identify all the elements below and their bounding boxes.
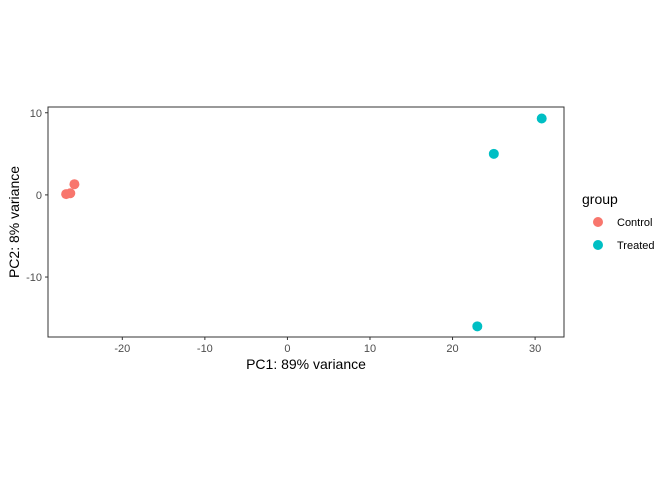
legend-item-treated: Treated — [593, 240, 655, 252]
legend-key-control — [593, 217, 603, 227]
legend: group Control Treated — [582, 191, 655, 252]
legend-title: group — [582, 191, 618, 207]
y-tick-label: 0 — [36, 190, 42, 202]
data-point-treated — [536, 113, 547, 124]
legend-key-treated — [593, 240, 603, 250]
data-point-treated — [488, 148, 499, 159]
x-axis-ticks: -20 -10 0 10 20 30 — [114, 337, 541, 355]
data-points — [61, 113, 547, 332]
x-tick-label: 0 — [284, 343, 290, 355]
x-tick-label: -20 — [114, 343, 130, 355]
x-tick-label: -10 — [197, 343, 213, 355]
legend-label: Control — [617, 217, 652, 229]
y-tick-label: 10 — [30, 108, 42, 120]
x-tick-label: 10 — [364, 343, 376, 355]
x-axis-title: PC1: 89% variance — [246, 356, 366, 372]
data-point-control — [65, 188, 76, 199]
y-axis-ticks: -10 0 10 — [26, 108, 48, 284]
plot-panel — [47, 106, 565, 338]
legend-item-control: Control — [593, 217, 652, 229]
legend-label: Treated — [617, 240, 655, 252]
legend-items: Control Treated — [593, 217, 655, 252]
x-tick-label: 20 — [446, 343, 458, 355]
x-tick-label: 30 — [529, 343, 541, 355]
data-point-treated — [472, 321, 483, 332]
y-tick-label: -10 — [26, 272, 42, 284]
y-axis-title: PC2: 8% variance — [6, 166, 22, 278]
data-point-control — [69, 179, 80, 190]
